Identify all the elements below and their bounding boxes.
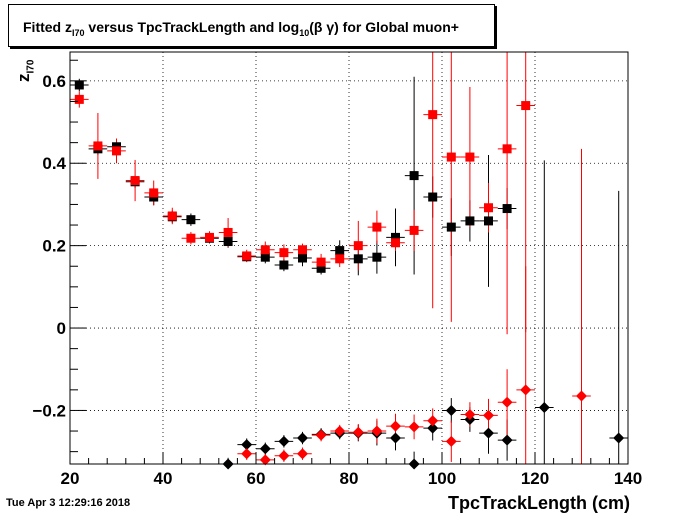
diamond-marker	[259, 454, 271, 466]
square-marker	[502, 144, 512, 154]
diamond-marker	[297, 432, 308, 444]
diamond-marker	[483, 409, 494, 421]
square-marker	[242, 251, 252, 261]
square-marker	[391, 232, 400, 242]
y-tick-label: 0.4	[42, 154, 66, 173]
square-marker	[521, 101, 531, 111]
diamond-marker	[241, 448, 253, 460]
diamond-marker	[445, 404, 457, 416]
square-marker	[465, 152, 475, 162]
square-marker	[223, 237, 233, 247]
timestamp: Tue Apr 3 12:29:16 2018	[6, 497, 131, 509]
diamond-marker	[297, 448, 308, 460]
diamond-marker	[315, 429, 327, 441]
diamond-marker	[390, 432, 401, 444]
diamond-marker	[427, 422, 439, 434]
x-tick-label: 120	[521, 469, 549, 488]
title-sub-i70: I70	[72, 27, 85, 38]
diamond-marker	[445, 435, 457, 447]
square-marker	[428, 110, 438, 120]
square-marker	[502, 204, 512, 214]
y-tick-label: 0.2	[42, 237, 66, 256]
diamond-marker	[576, 390, 587, 402]
x-tick-label: 60	[247, 469, 266, 488]
x-tick-label: 140	[614, 469, 642, 488]
diamond-marker	[464, 409, 476, 421]
x-tick-label: 80	[340, 469, 359, 488]
square-marker	[167, 211, 177, 221]
diamond-marker	[483, 427, 494, 439]
diamond-marker	[538, 402, 550, 414]
square-marker	[353, 241, 363, 251]
diamond-marker	[371, 425, 383, 437]
title-post: (β γ) for Global muon+	[309, 19, 459, 35]
square-marker	[130, 176, 140, 186]
x-tick-label: 40	[154, 469, 173, 488]
diamond-marker	[241, 439, 253, 451]
diamond-marker	[501, 396, 513, 408]
y-tick-label: 0	[57, 319, 66, 338]
square-marker	[205, 232, 214, 242]
square-marker	[316, 257, 326, 267]
data-markers	[74, 80, 625, 470]
square-marker	[186, 215, 196, 225]
y-tick-label: −0.2	[32, 401, 66, 420]
y-axis-label: zI70	[14, 60, 36, 82]
diamond-marker	[520, 384, 532, 396]
square-marker	[149, 188, 159, 198]
grid-lines	[70, 52, 628, 464]
diamond-marker	[390, 420, 401, 432]
square-marker	[465, 216, 475, 226]
diamond-marker	[278, 450, 290, 462]
square-marker	[93, 141, 103, 151]
square-marker	[260, 245, 270, 255]
square-marker	[391, 238, 400, 248]
diamond-marker	[613, 432, 625, 444]
plot-title: Fitted zI70 versus TpcTrackLength and lo…	[23, 19, 459, 38]
square-marker	[335, 254, 345, 264]
title-mid: versus TpcTrackLength and log	[84, 19, 300, 35]
square-marker	[223, 227, 233, 237]
square-marker	[279, 260, 289, 270]
plot-title-box: Fitted zI70 versus TpcTrackLength and lo…	[8, 4, 495, 47]
square-marker	[409, 171, 419, 181]
square-marker	[335, 246, 345, 256]
square-marker	[372, 222, 382, 232]
x-axis-label: TpcTrackLength (cm)	[447, 493, 630, 513]
diamond-marker	[334, 425, 346, 437]
square-marker	[353, 254, 363, 264]
square-marker	[446, 222, 456, 232]
diamond-marker	[427, 415, 439, 427]
x-tick-label: 20	[61, 469, 80, 488]
diamond-marker	[501, 434, 513, 446]
square-marker	[316, 263, 326, 273]
square-marker	[446, 152, 456, 162]
square-marker	[279, 248, 289, 258]
square-marker	[428, 192, 438, 202]
square-marker	[112, 146, 121, 156]
title-sub-10: 10	[299, 27, 310, 38]
square-marker	[74, 94, 84, 104]
square-marker	[484, 216, 493, 226]
square-marker	[409, 225, 419, 235]
y-axis-label-main: z	[14, 73, 33, 83]
diamond-marker	[352, 426, 364, 438]
square-marker	[74, 80, 84, 90]
square-marker	[298, 245, 307, 255]
y-tick-label: 0.6	[42, 72, 66, 91]
square-marker	[186, 233, 196, 243]
y-axis-label-sub: I70	[25, 59, 37, 74]
diamond-marker	[408, 421, 420, 433]
x-tick-label: 100	[428, 469, 456, 488]
square-marker	[484, 203, 493, 213]
diamond-marker	[259, 443, 271, 455]
title-pre: Fitted z	[23, 19, 72, 35]
axis-ticks: 20 40 60 80 100 120 140 −0.2 0 0.2 0.4 0.6	[32, 59, 642, 488]
square-marker	[260, 252, 270, 262]
square-marker	[372, 252, 382, 262]
square-marker	[298, 253, 307, 263]
diamond-marker	[278, 435, 290, 447]
